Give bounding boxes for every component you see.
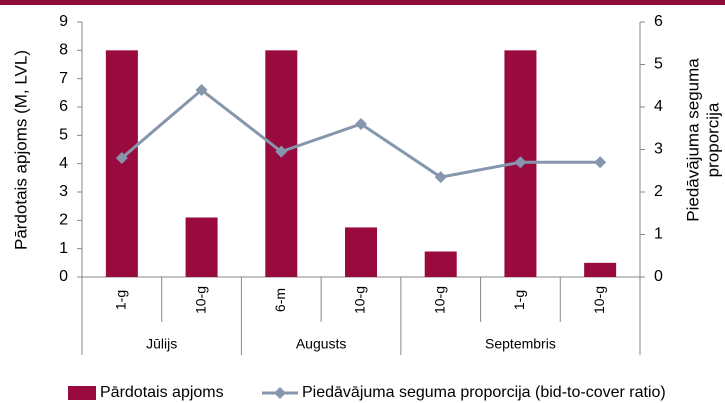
y2-tick-label: 3 xyxy=(654,141,663,158)
x-tick-label: 6-m xyxy=(272,288,288,312)
y2-tick-label: 5 xyxy=(654,56,663,73)
y2-tick-label: 1 xyxy=(654,226,663,243)
group-label: Septembris xyxy=(485,336,556,352)
legend-label: Piedāvājuma seguma proporcija (bid-to-co… xyxy=(302,384,666,401)
y-tick-label: 2 xyxy=(59,212,68,229)
x-tick-label: 10-g xyxy=(431,286,447,314)
bar xyxy=(265,50,298,278)
x-tick-label: 10-g xyxy=(352,286,368,314)
y2-tick-label: 0 xyxy=(654,268,663,285)
y-tick-label: 8 xyxy=(59,42,68,59)
legend-label: Pārdotais apjoms xyxy=(100,384,224,401)
x-tick-label: 10-g xyxy=(192,286,208,314)
legend-swatch-marker xyxy=(274,387,286,399)
y-tick-label: 6 xyxy=(59,98,68,115)
line-marker xyxy=(594,156,607,169)
bar xyxy=(424,251,457,277)
legend-swatch xyxy=(68,386,96,400)
x-tick-label: 1-g xyxy=(511,290,527,310)
y2-tick-label: 4 xyxy=(654,98,663,115)
bar xyxy=(345,227,377,277)
top-band xyxy=(0,0,725,5)
y2-axis-label: proporcija xyxy=(703,102,722,177)
x-tick-label: 10-g xyxy=(591,286,607,314)
line-marker xyxy=(355,118,367,130)
line-marker xyxy=(195,84,208,96)
line-marker xyxy=(275,145,288,158)
y-tick-label: 4 xyxy=(59,155,68,172)
x-tick-label: 1-g xyxy=(113,290,129,310)
y2-tick-label: 6 xyxy=(654,13,663,30)
group-label: Augusts xyxy=(296,336,347,352)
y-tick-label: 1 xyxy=(59,240,68,257)
y-tick-label: 3 xyxy=(59,183,68,200)
y-tick-label: 7 xyxy=(59,70,68,87)
group-label: Jūlijs xyxy=(146,336,177,352)
bar xyxy=(584,262,617,277)
line-marker xyxy=(514,156,527,169)
y-axis-label: Pārdotais apjoms (M, LVL) xyxy=(11,50,30,250)
line-marker xyxy=(115,152,128,164)
bar xyxy=(185,217,218,277)
line-marker xyxy=(434,171,447,184)
y2-axis-label: Piedāvājuma seguma xyxy=(683,58,702,222)
y-tick-label: 9 xyxy=(59,13,68,30)
y-tick-label: 5 xyxy=(59,127,68,144)
y-tick-label: 0 xyxy=(59,268,68,285)
y2-tick-label: 2 xyxy=(654,183,663,200)
